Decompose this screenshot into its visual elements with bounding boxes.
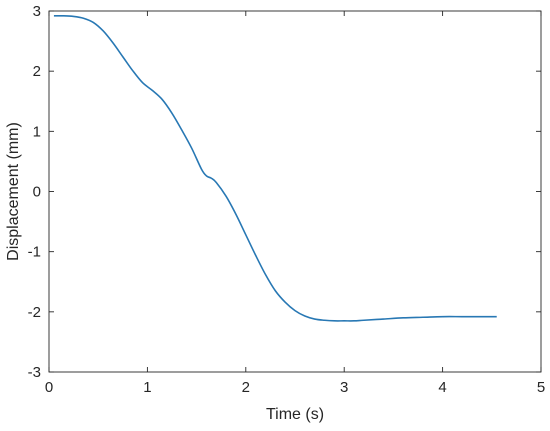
- x-tick-label: 5: [537, 379, 545, 396]
- y-axis-label: Displacement (mm): [5, 122, 22, 261]
- x-tick-label: 0: [45, 379, 53, 396]
- x-tick-label: 2: [242, 379, 250, 396]
- y-tick-label: -1: [28, 244, 41, 261]
- y-tick-label: 0: [33, 184, 41, 201]
- y-tick-label: 3: [33, 3, 41, 20]
- y-tick-label: 1: [33, 123, 41, 140]
- y-tick-label: 2: [33, 63, 41, 80]
- y-tick-label: -3: [28, 364, 41, 381]
- x-tick-label: 3: [340, 379, 348, 396]
- x-tick-label: 4: [438, 379, 446, 396]
- x-axis-label: Time (s): [266, 406, 324, 423]
- series-group: [53, 14, 497, 322]
- plot-background: [49, 11, 541, 372]
- plot-frame: [48, 10, 542, 373]
- x-tick-label: 1: [143, 379, 151, 396]
- y-tick-label: -2: [28, 304, 41, 321]
- series-line-displacement: [53, 14, 497, 322]
